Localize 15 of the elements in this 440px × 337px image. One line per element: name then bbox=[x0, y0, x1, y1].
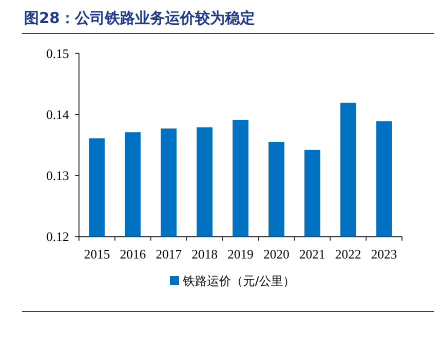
x-tick-label: 2023 bbox=[371, 246, 398, 262]
y-tick-label: 0.14 bbox=[46, 106, 70, 122]
x-tick-label: 2021 bbox=[299, 246, 326, 262]
y-tick-label: 0.15 bbox=[46, 46, 69, 61]
x-tick-label: 2019 bbox=[228, 246, 254, 262]
x-tick-label: 2022 bbox=[335, 246, 362, 262]
legend: 铁路运价（元/公里） bbox=[170, 274, 296, 288]
x-tick-label: 2020 bbox=[263, 246, 290, 262]
x-tick-label: 2016 bbox=[120, 246, 146, 262]
y-tick-label: 0.12 bbox=[46, 229, 69, 244]
y-tick-label: 0.13 bbox=[46, 168, 69, 184]
x-tick-label: 2018 bbox=[192, 246, 218, 262]
x-tick-label: 2017 bbox=[156, 246, 182, 262]
chart-title: 图28：公司铁路业务运价较为稳定 bbox=[24, 9, 255, 27]
x-tick-label: 2015 bbox=[84, 246, 110, 262]
